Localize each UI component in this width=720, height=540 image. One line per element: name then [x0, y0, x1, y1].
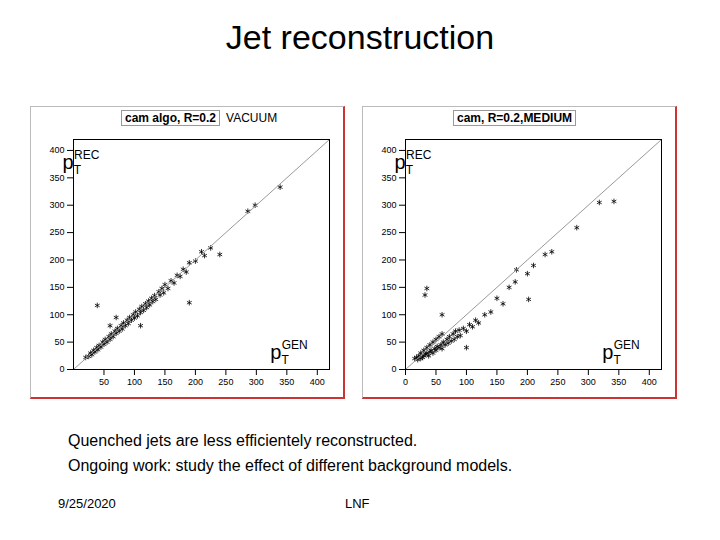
- html-text:9/25/2020: 9/25/2020: [58, 496, 116, 511]
- svg-text:100: 100: [49, 310, 64, 320]
- svg-text:400: 400: [642, 377, 657, 387]
- svg-text:350: 350: [49, 173, 64, 183]
- html-text:cam algo, R=0.2: cam algo, R=0.2: [125, 111, 216, 125]
- html-text:Quenched jets are less efficie: Quenched jets are less efficientely reco…: [68, 432, 418, 449]
- svg-text:250: 250: [49, 227, 64, 237]
- svg-text:200: 200: [188, 377, 203, 387]
- svg-text:100: 100: [381, 310, 396, 320]
- svg-text:pTREC: pTREC: [63, 148, 100, 177]
- svg-text:150: 150: [381, 282, 396, 292]
- svg-text:400: 400: [310, 377, 325, 387]
- svg-text:150: 150: [489, 377, 504, 387]
- svg-text:150: 150: [49, 282, 64, 292]
- html-text:LNF: LNF: [345, 496, 370, 511]
- svg-text:50: 50: [386, 337, 396, 347]
- svg-text:pTGEN: pTGEN: [602, 338, 639, 367]
- svg-text:250: 250: [218, 377, 233, 387]
- svg-text:0: 0: [59, 364, 64, 374]
- svg-text:200: 200: [49, 255, 64, 265]
- svg-text:250: 250: [381, 227, 396, 237]
- svg-text:300: 300: [249, 377, 264, 387]
- svg-text:350: 350: [279, 377, 294, 387]
- svg-text:50: 50: [54, 337, 64, 347]
- svg-text:350: 350: [611, 377, 626, 387]
- svg-text:0: 0: [391, 364, 396, 374]
- svg-text:200: 200: [381, 255, 396, 265]
- svg-text:pTREC: pTREC: [395, 148, 432, 177]
- svg-text:50: 50: [431, 377, 441, 387]
- html-text:Jet reconstruction: Jet reconstruction: [225, 18, 495, 56]
- html-text:Ongoing work: study the effect: Ongoing work: study the effect of differ…: [68, 457, 513, 474]
- svg-text:300: 300: [49, 200, 64, 210]
- html-text:VACUUM: VACUUM: [226, 111, 278, 125]
- svg-text:350: 350: [381, 173, 396, 183]
- svg-text:400: 400: [381, 145, 397, 156]
- svg-text:100: 100: [127, 377, 142, 387]
- svg-text:300: 300: [381, 200, 396, 210]
- svg-text:300: 300: [581, 377, 596, 387]
- svg-text:50: 50: [99, 377, 109, 387]
- svg-text:400: 400: [49, 145, 65, 156]
- svg-text:150: 150: [157, 377, 172, 387]
- svg-text:pTGEN: pTGEN: [270, 338, 307, 367]
- html-text:cam, R=0.2,MEDIUM: cam, R=0.2,MEDIUM: [457, 111, 572, 125]
- svg-text:200: 200: [520, 377, 535, 387]
- svg-text:0: 0: [403, 377, 408, 387]
- svg-text:250: 250: [550, 377, 565, 387]
- svg-text:100: 100: [459, 377, 474, 387]
